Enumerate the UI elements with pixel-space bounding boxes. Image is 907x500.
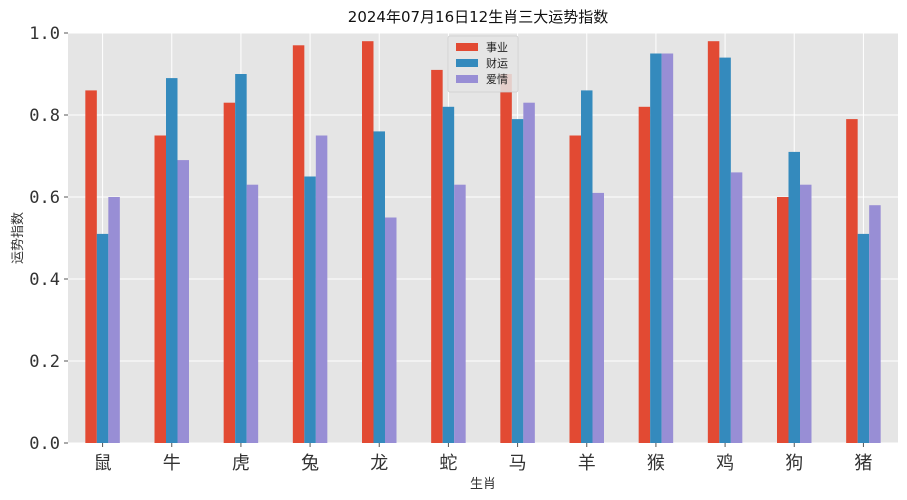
bar-财运-虎 [235,74,247,443]
bar-爱情-鼠 [108,197,120,443]
x-tick-label: 猴 [647,453,665,474]
bar-财运-羊 [581,90,593,444]
bar-事业-狗 [777,197,789,443]
bar-爱情-龙 [385,217,397,443]
bar-爱情-猪 [869,205,881,443]
bar-事业-虎 [223,102,236,443]
x-tick-label: 羊 [578,453,596,474]
bar-财运-牛 [166,78,178,443]
bar-事业-羊 [569,135,581,443]
legend-label: 财运 [486,56,508,70]
bar-财运-蛇 [442,106,455,444]
x-tick-label: 马 [509,453,527,474]
plot-area [68,33,898,443]
bar-爱情-猴 [661,53,674,443]
x-tick-label: 鸡 [716,453,734,474]
x-axis-label: 生肖 [470,477,496,492]
bar-事业-猪 [846,119,858,443]
x-tick-label: 蛇 [439,453,457,474]
y-axis-label: 运势指数 [10,212,26,264]
bar-财运-猴 [650,53,662,443]
bar-财运-龙 [373,131,385,443]
legend-swatch [456,75,478,83]
x-tick-label: 兔 [301,453,319,474]
legend-swatch [456,59,478,67]
x-tick-label: 猪 [854,453,872,474]
bar-爱情-虎 [246,184,259,443]
legend-label: 爱情 [486,73,508,86]
bar-爱情-鸡 [730,172,743,443]
bar-事业-牛 [154,135,166,443]
bar-财运-马 [511,119,524,443]
bar-爱情-马 [523,102,535,443]
bar-财运-鼠 [96,233,109,443]
x-tick-label: 龙 [370,453,388,474]
bar-事业-蛇 [431,69,443,444]
x-tick-label: 鼠 [94,453,112,474]
y-tick-label: 0.0 [29,434,60,454]
bar-财运-兔 [304,176,316,443]
bar-爱情-羊 [592,192,604,443]
legend-swatch [456,43,478,51]
x-tick-label: 狗 [785,453,803,474]
legend-label: 事业 [486,41,508,54]
bar-事业-马 [500,74,512,443]
bar-事业-鼠 [85,90,97,444]
y-tick-label: 0.2 [29,352,60,372]
chart-title: 2024年07月16日12生肖三大运势指数 [348,8,608,26]
y-tick-label: 0.4 [29,270,60,290]
y-tick-label: 1.0 [29,24,60,44]
x-tick-label: 虎 [232,453,250,474]
y-tick-label: 0.8 [29,106,60,126]
bar-财运-鸡 [719,57,731,443]
bar-爱情-兔 [315,135,328,443]
y-tick-label: 0.6 [29,188,60,208]
bar-财运-猪 [857,233,870,443]
bar-事业-猴 [638,106,651,444]
bar-爱情-蛇 [454,184,466,443]
x-tick-label: 牛 [163,453,181,474]
bar-财运-狗 [788,151,800,443]
bar-事业-兔 [292,45,305,444]
bar-爱情-牛 [177,160,189,443]
bar-事业-鸡 [707,41,720,443]
bar-爱情-狗 [800,184,812,443]
bar-事业-龙 [362,41,374,443]
